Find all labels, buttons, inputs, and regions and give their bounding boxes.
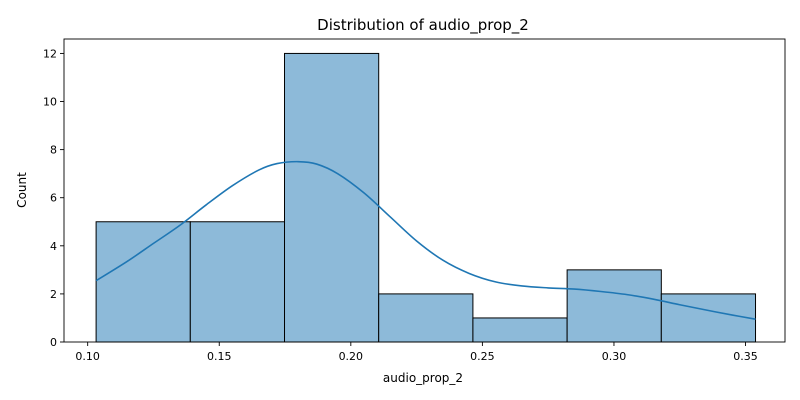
histogram-bar-3 — [284, 52, 380, 343]
y-tick-label-4: 6 — [50, 192, 57, 205]
y-tick-label-5: 8 — [50, 144, 57, 157]
bars — [95, 52, 757, 343]
plot-area: 0.10 0.15 0.20 0.25 0.30 0.35 0 2 4 6 8 10 12 — [43, 38, 786, 363]
x-axis-label: audio_prop_2 — [383, 371, 463, 385]
x-tick-label-3: 0.20 — [339, 350, 364, 363]
y-tick-label-6: 10 — [43, 96, 57, 109]
x-tick-label-2: 0.15 — [207, 350, 232, 363]
x-tick-label-5: 0.30 — [602, 350, 627, 363]
y-tick-label-3: 4 — [50, 240, 57, 253]
y-axis-ticks: 0 2 4 6 8 10 12 — [43, 47, 64, 349]
chart-title: Distribution of audio_prop_2 — [317, 16, 529, 35]
histogram-bar-5 — [472, 317, 568, 343]
x-tick-label-6: 0.35 — [733, 350, 758, 363]
histogram-bar-4 — [378, 293, 474, 343]
y-tick-label-2: 2 — [50, 288, 57, 301]
histogram-bar-7 — [660, 293, 757, 343]
x-tick-label-4: 0.25 — [470, 350, 495, 363]
y-tick-label-7: 12 — [43, 47, 57, 60]
y-tick-label-1: 0 — [50, 336, 57, 349]
y-axis-label: Count — [15, 172, 29, 208]
x-axis-ticks: 0.10 0.15 0.20 0.25 0.30 0.35 — [75, 342, 758, 363]
histogram-bar-1 — [95, 221, 191, 343]
histogram-bar-2 — [189, 221, 286, 343]
histogram-bar-6 — [566, 269, 662, 343]
kde-curve — [95, 160, 756, 320]
plot-frame — [63, 38, 786, 343]
x-tick-label-1: 0.10 — [75, 350, 100, 363]
